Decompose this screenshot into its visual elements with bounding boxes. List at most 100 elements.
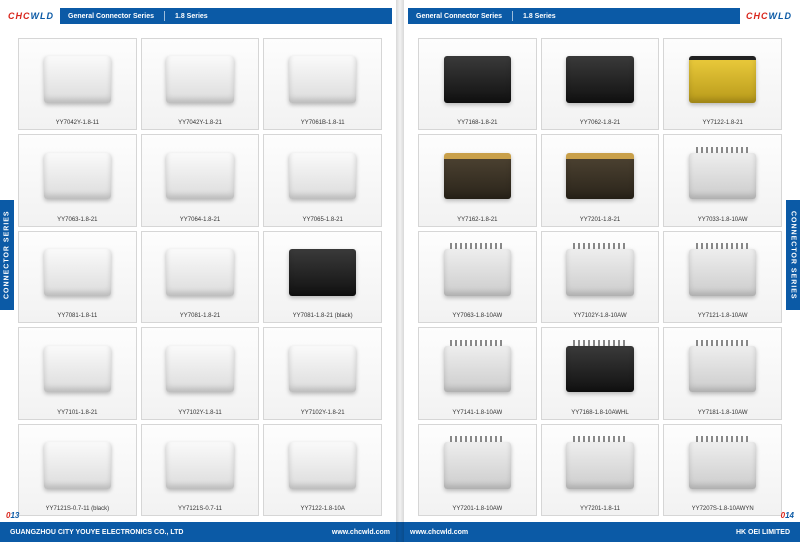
product-label: YY7061B-1.8-11 (301, 118, 345, 127)
product-cell: YY7064-1.8-21 (141, 134, 260, 226)
header-title: General Connector Series (68, 13, 154, 20)
footer-url-right: www.chcwld.com (410, 529, 468, 536)
product-thumb (544, 427, 657, 504)
product-label: YY7141-1.8-10AW (452, 408, 502, 417)
header-divider (164, 11, 165, 21)
product-label: YY7162-1.8-21 (457, 215, 497, 224)
header-divider-r (512, 11, 513, 21)
product-cell: YY7102Y-1.8-21 (263, 327, 382, 419)
page-spine (396, 0, 404, 542)
footer-left: GUANGZHOU CITY YOUYE ELECTRONICS CO., LT… (0, 522, 400, 542)
connector-icon (689, 153, 757, 199)
product-label: YY7102Y-1.8-10AW (573, 311, 626, 320)
product-label: YY7081-1.8-21 (180, 311, 220, 320)
product-thumb (544, 41, 657, 118)
connector-icon (166, 56, 234, 102)
connector-icon (166, 153, 234, 199)
product-label: YY7121S-0.7-11 (178, 504, 222, 513)
brand-logo-r: CHCWLD (746, 11, 792, 21)
product-cell: YY7201-1.8-21 (541, 134, 660, 226)
product-thumb (144, 330, 257, 407)
header-left: CHCWLD General Connector Series 1.8 Seri… (0, 0, 400, 32)
product-cell: YY7042Y-1.8-21 (141, 38, 260, 130)
product-thumb (666, 41, 779, 118)
product-label: YY7065-1.8-21 (302, 215, 342, 224)
product-thumb (544, 330, 657, 407)
page-left: CONNECTOR SERIES CHCWLD General Connecto… (0, 0, 400, 542)
header-series: 1.8 Series (175, 13, 208, 20)
connector-icon (566, 153, 634, 199)
product-cell: YY7121S-0.7-11 (141, 424, 260, 516)
page-right: CONNECTOR SERIES General Connector Serie… (400, 0, 800, 542)
product-cell: YY7061B-1.8-11 (263, 38, 382, 130)
product-cell: YY7162-1.8-21 (418, 134, 537, 226)
header-title-r: General Connector Series (416, 13, 502, 20)
connector-icon (444, 56, 512, 102)
connector-icon (44, 153, 112, 199)
connector-icon (44, 442, 112, 488)
product-thumb (544, 137, 657, 214)
connector-icon (166, 442, 234, 488)
product-cell: YY7042Y-1.8-11 (18, 38, 137, 130)
product-cell: YY7102Y-1.8-11 (141, 327, 260, 419)
connector-icon (289, 442, 357, 488)
product-thumb (21, 234, 134, 311)
product-label: YY7063-1.8-10AW (452, 311, 502, 320)
product-label: YY7081-1.8-11 (57, 311, 97, 320)
product-label: YY7042Y-1.8-11 (56, 118, 99, 127)
connector-icon (44, 346, 112, 392)
connector-icon (444, 442, 512, 488)
connector-icon (44, 249, 112, 295)
product-label: YY7201-1.8-10AW (452, 504, 502, 513)
product-cell: YY7063-1.8-10AW (418, 231, 537, 323)
product-cell: YY7033-1.8-10AW (663, 134, 782, 226)
product-label: YY7042Y-1.8-21 (178, 118, 222, 127)
product-thumb (21, 41, 134, 118)
connector-icon (566, 249, 634, 295)
connector-icon (289, 56, 357, 102)
product-cell: YY7081-1.8-21 (141, 231, 260, 323)
product-thumb (266, 41, 379, 118)
product-cell: YY7101-1.8-21 (18, 327, 137, 419)
product-thumb (21, 427, 134, 504)
product-cell: YY7102Y-1.8-10AW (541, 231, 660, 323)
header-right: General Connector Series 1.8 Series CHCW… (400, 0, 800, 32)
connector-icon (166, 249, 234, 295)
product-label: YY7101-1.8-21 (57, 408, 97, 417)
footer-company-left: GUANGZHOU CITY YOUYE ELECTRONICS CO., LT… (10, 529, 183, 536)
product-cell: YY7201-1.8-11 (541, 424, 660, 516)
product-label: YY7102Y-1.8-21 (301, 408, 345, 417)
connector-icon (689, 442, 757, 488)
product-label: YY7201-1.8-11 (580, 504, 620, 513)
connector-icon (289, 249, 357, 295)
product-thumb (666, 137, 779, 214)
product-label: YY7168-1.8-21 (457, 118, 497, 127)
side-tab-right: CONNECTOR SERIES (786, 200, 800, 310)
page-number-right: 014 (781, 511, 794, 520)
product-cell: YY7081-1.8-11 (18, 231, 137, 323)
product-thumb (144, 41, 257, 118)
product-cell: YY7122-1.8-21 (663, 38, 782, 130)
product-label: YY7168-1.8-10AWHL (571, 408, 628, 417)
product-cell: YY7062-1.8-21 (541, 38, 660, 130)
brand-logo: CHCWLD (8, 11, 54, 21)
product-thumb (21, 137, 134, 214)
product-thumb (421, 427, 534, 504)
product-thumb (421, 137, 534, 214)
product-thumb (266, 234, 379, 311)
product-label: YY7121-1.8-10AW (698, 311, 748, 320)
product-label: YY7064-1.8-21 (180, 215, 220, 224)
header-band-right: General Connector Series 1.8 Series (408, 8, 740, 24)
page-number-left: 001313 (6, 511, 19, 520)
product-thumb (421, 234, 534, 311)
connector-icon (689, 56, 757, 102)
product-thumb (421, 41, 534, 118)
product-cell: YY7121-1.8-10AW (663, 231, 782, 323)
product-cell: YY7168-1.8-21 (418, 38, 537, 130)
product-cell: YY7141-1.8-10AW (418, 327, 537, 419)
connector-icon (689, 346, 757, 392)
product-thumb (144, 234, 257, 311)
connector-icon (566, 442, 634, 488)
side-tab-left: CONNECTOR SERIES (0, 200, 14, 310)
connector-icon (566, 346, 634, 392)
